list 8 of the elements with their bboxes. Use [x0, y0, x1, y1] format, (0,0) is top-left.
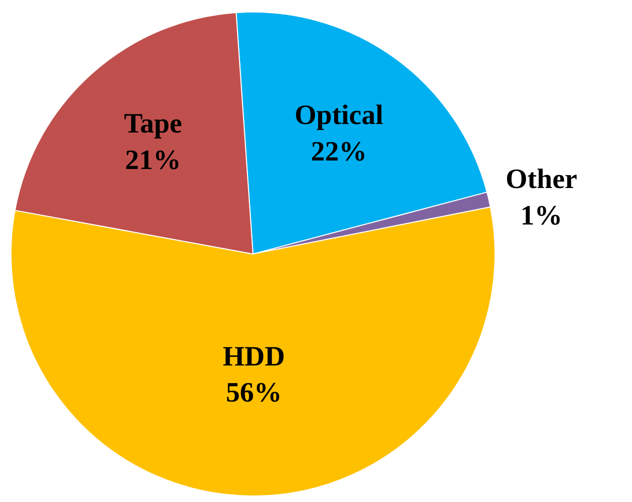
- data-label: 22%: [310, 136, 367, 168]
- slice-label: Other: [506, 164, 578, 196]
- slice-label: HDD: [222, 341, 285, 372]
- slice-label: Tape: [124, 108, 182, 140]
- slice-label: Optical: [294, 100, 384, 132]
- data-label: 1%: [520, 200, 562, 232]
- data-label: 21%: [124, 144, 181, 176]
- data-label: 56%: [226, 378, 282, 409]
